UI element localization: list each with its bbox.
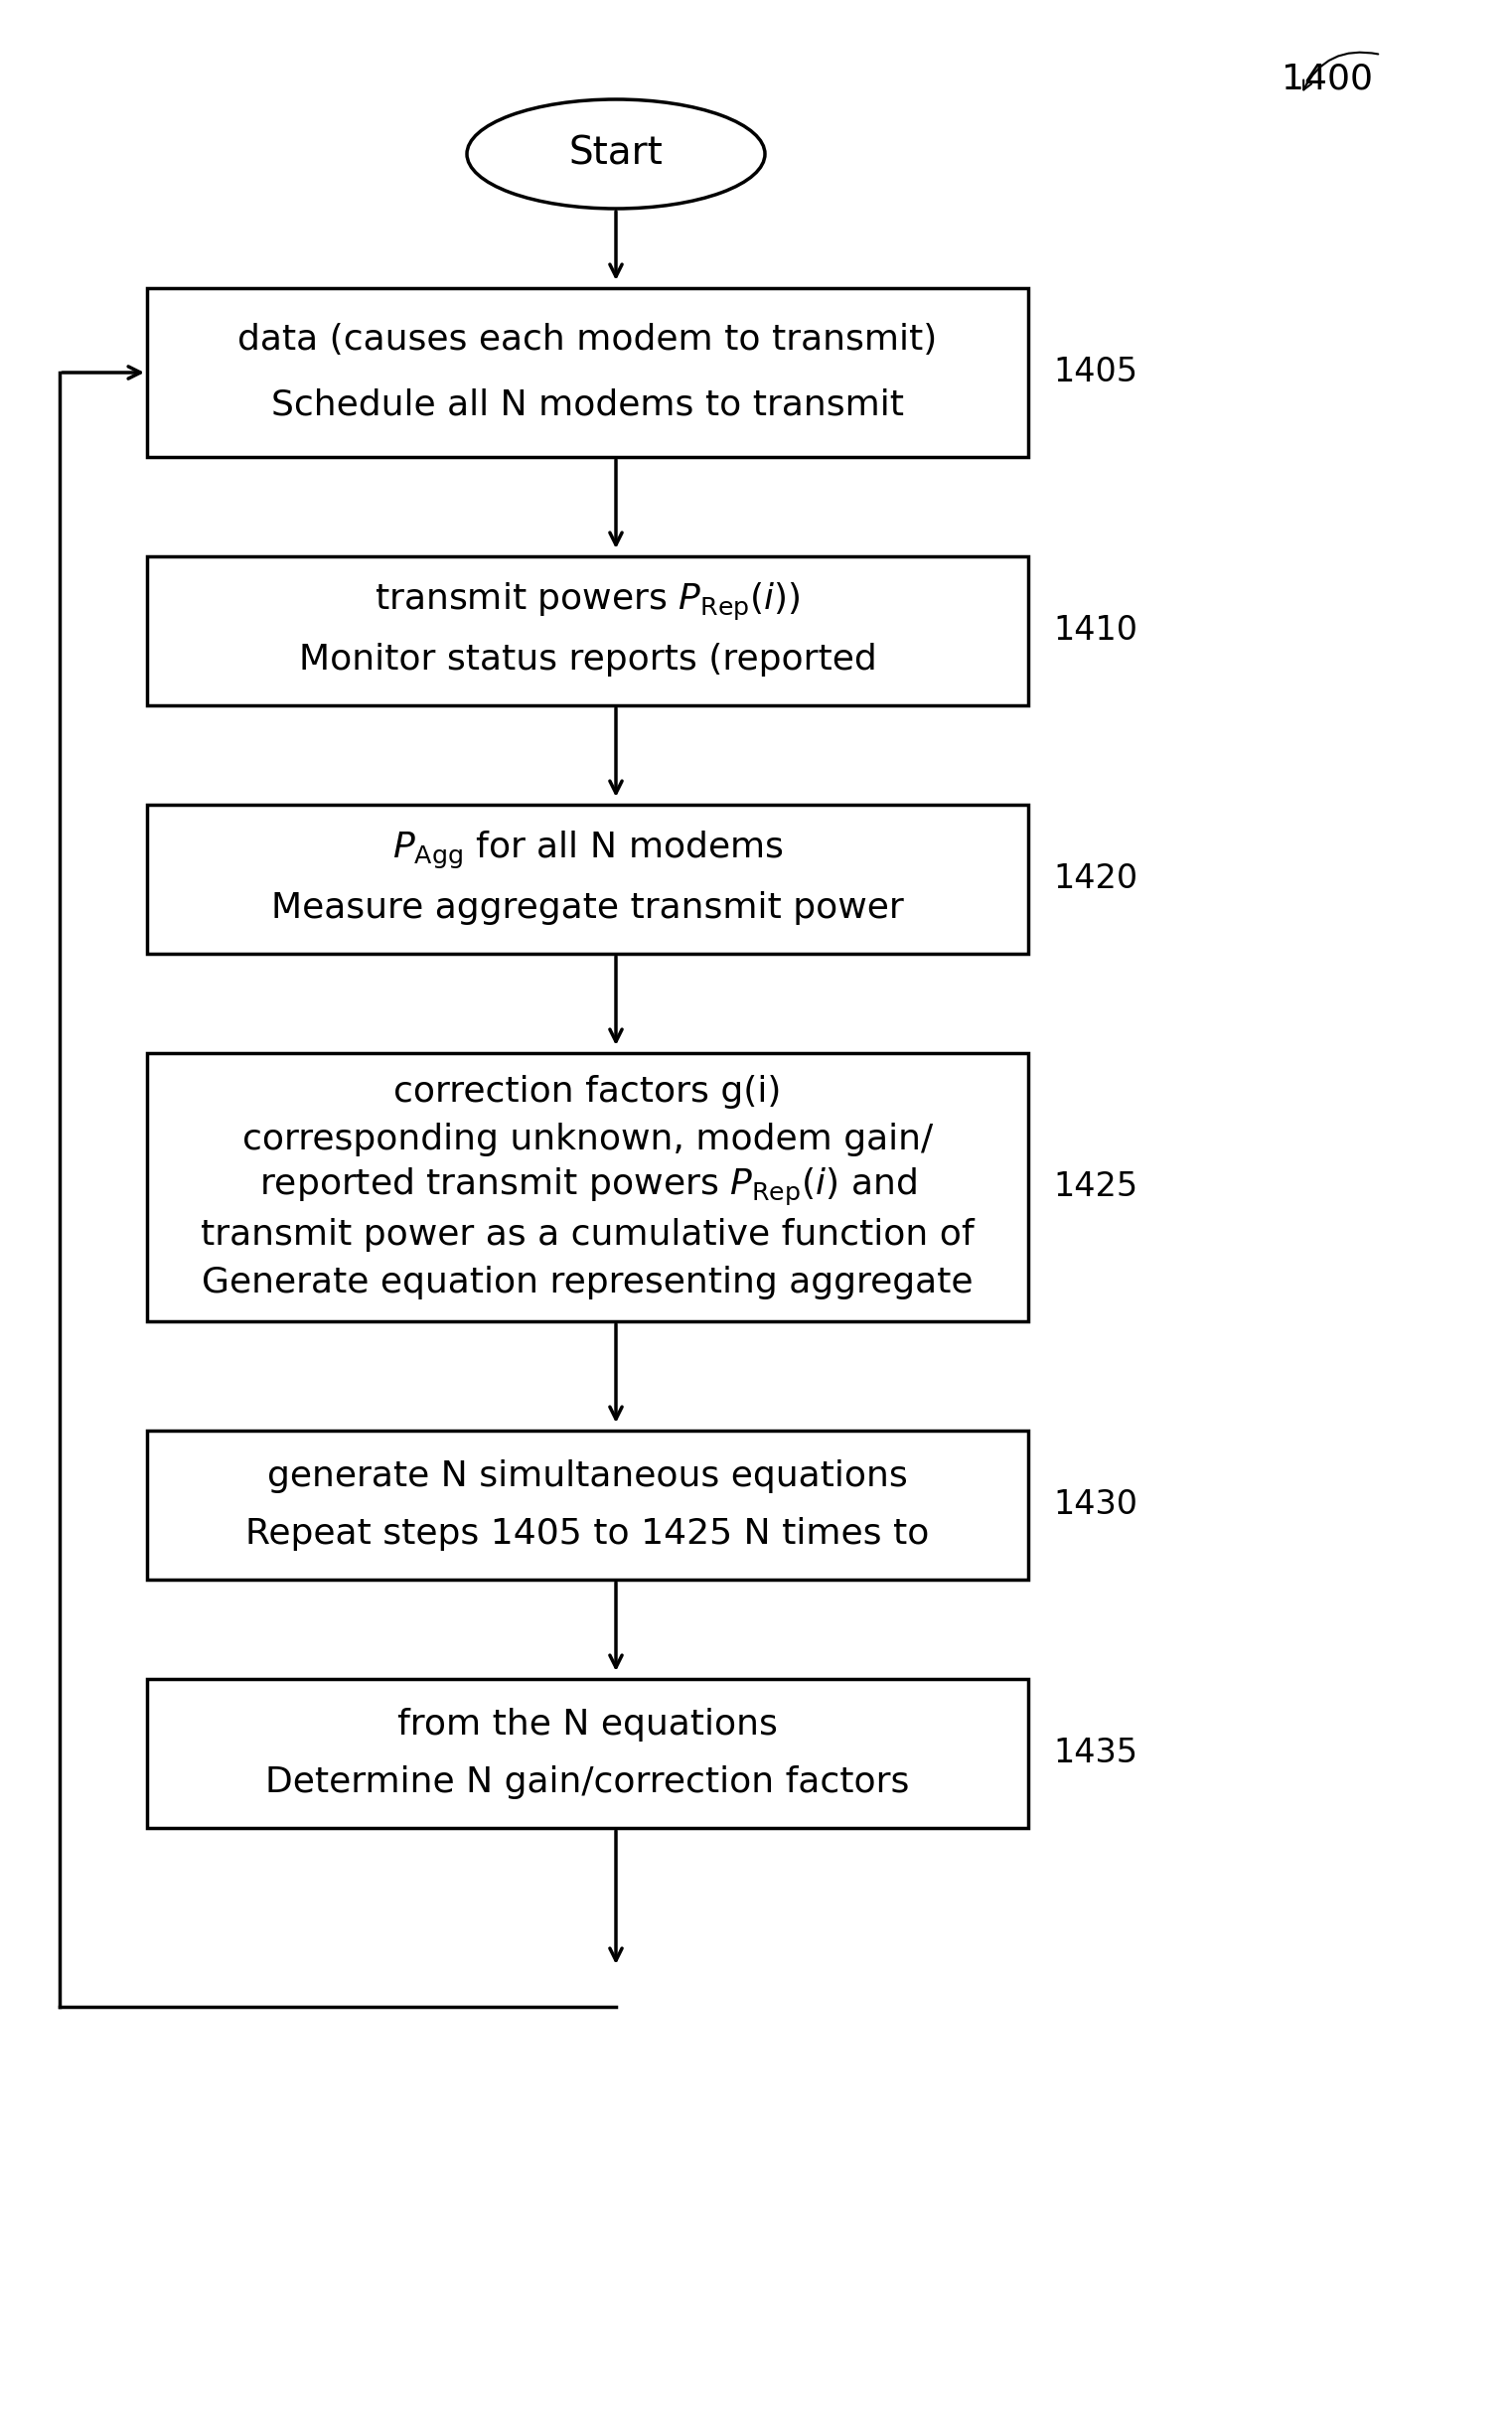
Text: Monitor status reports (reported: Monitor status reports (reported — [299, 642, 877, 676]
Text: transmit power as a cumulative function of: transmit power as a cumulative function … — [201, 1218, 974, 1252]
Bar — [147, 1678, 1028, 1829]
Text: data (causes each modem to transmit): data (causes each modem to transmit) — [237, 323, 937, 358]
Text: correction factors g(i): correction factors g(i) — [393, 1075, 782, 1109]
Bar — [147, 1430, 1028, 1581]
Text: 1405: 1405 — [1052, 355, 1137, 389]
Text: Start: Start — [569, 136, 662, 173]
Text: Measure aggregate transmit power: Measure aggregate transmit power — [271, 890, 904, 924]
Text: 1425: 1425 — [1052, 1170, 1137, 1204]
Text: 1410: 1410 — [1052, 615, 1137, 647]
Text: reported transmit powers $P_{\mathregular{Rep}}(i)$ and: reported transmit powers $P_{\mathregula… — [259, 1167, 916, 1209]
Bar — [147, 1053, 1028, 1321]
Ellipse shape — [467, 100, 765, 209]
Bar — [147, 805, 1028, 953]
Text: 1430: 1430 — [1052, 1488, 1137, 1522]
Text: 1400: 1400 — [1282, 63, 1373, 97]
Text: $P_{\mathregular{Agg}}$ for all N modems: $P_{\mathregular{Agg}}$ for all N modems — [392, 829, 783, 871]
Text: transmit powers $P_{\mathregular{Rep}}(i)$): transmit powers $P_{\mathregular{Rep}}(i… — [375, 581, 801, 623]
Text: Repeat steps 1405 to 1425 N times to: Repeat steps 1405 to 1425 N times to — [245, 1518, 930, 1552]
Text: corresponding unknown, modem gain/: corresponding unknown, modem gain/ — [242, 1124, 933, 1155]
Text: 1420: 1420 — [1052, 863, 1137, 895]
Text: Schedule all N modems to transmit: Schedule all N modems to transmit — [271, 389, 904, 421]
Text: Generate equation representing aggregate: Generate equation representing aggregate — [203, 1267, 974, 1299]
Bar — [147, 557, 1028, 705]
Bar — [147, 287, 1028, 457]
Text: 1435: 1435 — [1052, 1736, 1137, 1770]
Text: from the N equations: from the N equations — [398, 1707, 777, 1741]
Text: generate N simultaneous equations: generate N simultaneous equations — [268, 1459, 907, 1493]
Text: Determine N gain/correction factors: Determine N gain/correction factors — [266, 1766, 910, 1800]
